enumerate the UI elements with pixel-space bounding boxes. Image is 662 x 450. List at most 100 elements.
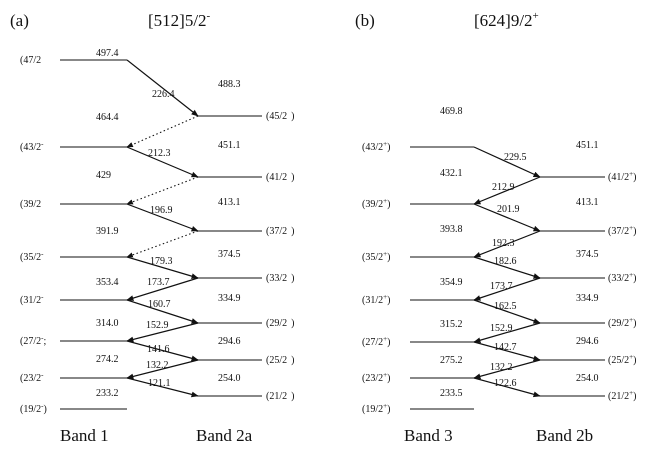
panel-b-label: (b) [355,11,375,30]
energy-label: 413.1 [218,197,241,208]
spin-label: (27/2+) [362,335,390,348]
panel-b-right-spins: (41/2+) (37/2+) (33/2+) (29/2+) (25/2+) … [608,170,636,402]
spin-label: (19/2-) [20,402,47,415]
energy-label: 315.2 [440,319,463,330]
panel-b-level-lines [410,146,605,410]
spin-label: (35/2+) [362,250,390,263]
transition-arrow [473,256,541,279]
transition-energy-label: 201.9 [497,204,520,215]
spin-label: (19/2+) [362,402,390,415]
transition-arrow [126,377,199,398]
panel-a-title: [512]5/2- [148,10,211,30]
spin-label: (41/2) [266,172,294,183]
panel-a-level-lines [60,59,262,410]
band-label: Band 2b [536,426,593,445]
spin-label: (33/2) [266,273,294,284]
transition-energy-label: 173.7 [490,281,513,292]
energy-label: 254.0 [218,373,241,384]
energy-label: 294.6 [218,336,241,347]
transition-arrow [473,322,541,343]
energy-label: 353.4 [96,277,119,288]
spin-label: (43/2+) [362,140,390,153]
energy-label: 374.5 [218,249,241,260]
energy-label: 469.8 [440,106,463,117]
transition-energy-label: 192.3 [492,238,515,249]
transition-energy-label: 226.4 [152,89,175,100]
spin-label: (21/2+) [608,389,636,402]
transition-arrow [473,203,541,232]
panel-a-label: (a) [10,11,29,30]
energy-label: 254.0 [576,373,599,384]
energy-label: 334.9 [576,293,599,304]
energy-label: 294.6 [576,336,599,347]
spin-label: (39/2+) [362,197,390,210]
panel-a: (a) [512]5/2- (47/2 (43/2- (39/2 (35/2- [10,10,294,445]
transition-arrow [126,256,199,279]
transition-energy-label: 212.9 [492,182,515,193]
band-label: Band 2a [196,426,253,445]
energy-label: 314.0 [96,318,119,329]
transition-energy-label: 196.9 [150,205,173,216]
spin-label: (27/2-; [20,334,46,347]
transition-arrow [126,230,199,258]
energy-label: 464.4 [96,112,119,123]
energy-label: 274.2 [96,354,119,365]
transition-energy-label: 162.5 [494,301,517,312]
panel-b-right-energies: 451.1 413.1 374.5 334.9 294.6 254.0 [576,140,599,384]
energy-label: 393.8 [440,224,463,235]
energy-label: 488.3 [218,79,241,90]
band-label: Band 1 [60,426,109,445]
spin-label: (29/2) [266,318,294,329]
spin-label: (41/2+) [608,170,636,183]
energy-label: 334.9 [218,293,241,304]
transition-energy-label: 179.3 [150,256,173,267]
spin-label: (31/2- [20,293,44,306]
energy-label: 233.2 [96,388,119,399]
panel-b-left-spins: (43/2+) (39/2+) (35/2+) (31/2+) (27/2+) … [362,140,390,415]
spin-label: (23/2+) [362,371,390,384]
transition-energy-label: 160.7 [148,299,171,310]
panel-a-transition-labels: 226.4 212.3 196.9 179.3 173.7 160.7 152.… [146,89,175,389]
band-label: Band 3 [404,426,453,445]
transition-arrow [126,277,199,301]
panel-a-right-spins: (45/2) (41/2) (37/2) (33/2) (29/2) (25/2… [266,111,294,402]
spin-label: (25/2) [266,355,294,366]
transition-energy-label: 212.3 [148,148,171,159]
panel-a-right-energies: 488.3 451.1 413.1 374.5 334.9 294.6 254.… [218,79,241,384]
spin-label: (45/2) [266,111,294,122]
transition-arrow [126,59,199,117]
energy-label: 354.9 [440,277,463,288]
energy-label: 497.4 [96,48,119,59]
energy-label: 432.1 [440,168,463,179]
transition-arrow [126,359,199,380]
spin-label: (43/2- [20,140,44,153]
spin-label: (39/2 [20,199,41,210]
transition-energy-label: 173.7 [147,277,170,288]
transition-energy-label: 121.1 [148,378,171,389]
transition-arrow [473,146,541,178]
panel-a-transitions [126,59,199,398]
transition-arrow [473,277,541,301]
panel-b-transition-labels: 229.5 212.9 201.9 192.3 182.6 173.7 162.… [490,152,527,389]
panel-a-left-energies: 497.4 464.4 429 391.9 353.4 314.0 274.2 … [96,48,119,399]
transition-energy-label: 132.2 [146,360,169,371]
panel-b-left-energies: 469.8 432.1 393.8 354.9 315.2 275.2 233.… [440,106,463,399]
transition-energy-label: 132.2 [490,362,513,373]
transition-energy-label: 152.9 [146,320,169,331]
energy-label: 391.9 [96,226,119,237]
spin-label: (21/2) [266,391,294,402]
panel-b-title: [624]9/2+ [474,10,539,30]
transition-energy-label: 182.6 [494,256,517,267]
spin-label: (31/2+) [362,293,390,306]
energy-label: 413.1 [576,197,599,208]
transition-arrow [126,340,199,362]
energy-label: 275.2 [440,355,463,366]
transition-energy-label: 141.6 [147,344,170,355]
transition-arrow [473,359,541,380]
spin-label: (37/2+) [608,224,636,237]
transition-arrow [473,299,541,324]
spin-label: (23/2- [20,371,44,384]
spin-label: (29/2+) [608,316,636,329]
spin-label: (47/2 [20,55,41,66]
